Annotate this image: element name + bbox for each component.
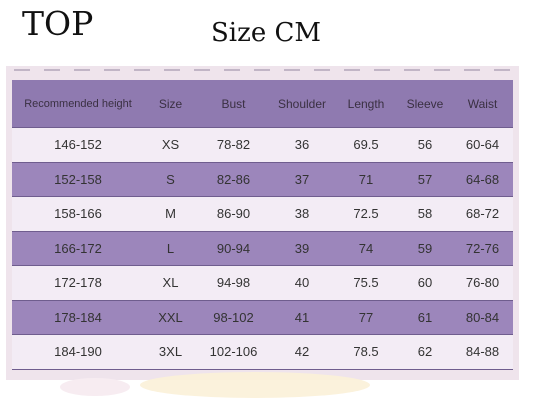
cell-size: XS: [144, 127, 197, 163]
cell-waist: 64-68: [452, 162, 513, 197]
unit-subtitle: Size CM: [211, 18, 321, 48]
cell-shoulder: 40: [270, 265, 334, 301]
table-row: 178-184 XXL 98-102 41 77 61 80-84: [12, 300, 513, 335]
column-header-shoulder: Shoulder: [270, 80, 334, 128]
cell-height: 166-172: [12, 231, 144, 266]
cell-waist: 80-84: [452, 300, 513, 335]
cell-height: 146-152: [12, 127, 144, 163]
cell-waist: 72-76: [452, 231, 513, 266]
cell-height: 184-190: [12, 334, 144, 370]
cell-size: M: [144, 196, 197, 232]
column-header-size: Size: [144, 80, 197, 128]
cell-length: 77: [334, 300, 398, 335]
cell-bust: 98-102: [197, 300, 270, 335]
table-row: 158-166 M 86-90 38 72.5 58 68-72: [12, 196, 513, 232]
cell-waist: 68-72: [452, 196, 513, 232]
cell-sleeve: 59: [398, 231, 452, 266]
table-row: 166-172 L 90-94 39 74 59 72-76: [12, 231, 513, 266]
cell-bust: 90-94: [197, 231, 270, 266]
cell-size: XL: [144, 265, 197, 301]
cell-length: 71: [334, 162, 398, 197]
cell-size: S: [144, 162, 197, 197]
cell-sleeve: 58: [398, 196, 452, 232]
cell-sleeve: 60: [398, 265, 452, 301]
decorative-glow: [60, 378, 130, 396]
cell-bust: 86-90: [197, 196, 270, 232]
cell-length: 69.5: [334, 127, 398, 163]
table-header-row: Recommended height Size Bust Shoulder Le…: [12, 80, 513, 128]
cell-length: 75.5: [334, 265, 398, 301]
cell-size: 3XL: [144, 334, 197, 370]
column-header-recommended-height: Recommended height: [12, 80, 144, 128]
cell-shoulder: 38: [270, 196, 334, 232]
cell-height: 178-184: [12, 300, 144, 335]
cell-height: 152-158: [12, 162, 144, 197]
cell-bust: 82-86: [197, 162, 270, 197]
column-header-length: Length: [334, 80, 398, 128]
cell-length: 74: [334, 231, 398, 266]
cropped-text-strip: [6, 66, 519, 74]
cell-waist: 76-80: [452, 265, 513, 301]
cell-height: 172-178: [12, 265, 144, 301]
table-row: 172-178 XL 94-98 40 75.5 60 76-80: [12, 265, 513, 301]
cell-size: XXL: [144, 300, 197, 335]
column-header-bust: Bust: [197, 80, 270, 128]
cell-height: 158-166: [12, 196, 144, 232]
column-header-sleeve: Sleeve: [398, 80, 452, 128]
cell-bust: 102-106: [197, 334, 270, 370]
cell-shoulder: 37: [270, 162, 334, 197]
table-row: 146-152 XS 78-82 36 69.5 56 60-64: [12, 127, 513, 163]
table-row: 184-190 3XL 102-106 42 78.5 62 84-88: [12, 334, 513, 370]
cell-sleeve: 56: [398, 127, 452, 163]
cell-sleeve: 57: [398, 162, 452, 197]
cell-bust: 78-82: [197, 127, 270, 163]
cell-length: 78.5: [334, 334, 398, 370]
cell-sleeve: 61: [398, 300, 452, 335]
cell-sleeve: 62: [398, 334, 452, 370]
cell-size: L: [144, 231, 197, 266]
cell-shoulder: 36: [270, 127, 334, 163]
size-table: Recommended height Size Bust Shoulder Le…: [12, 80, 513, 370]
cell-waist: 60-64: [452, 127, 513, 163]
table-row: 152-158 S 82-86 37 71 57 64-68: [12, 162, 513, 197]
column-header-waist: Waist: [452, 80, 513, 128]
cell-shoulder: 41: [270, 300, 334, 335]
decorative-glow: [140, 372, 370, 398]
table-body: 146-152 XS 78-82 36 69.5 56 60-64 152-158 S 82-86…: [12, 127, 513, 370]
cell-shoulder: 42: [270, 334, 334, 370]
cell-bust: 94-98: [197, 265, 270, 301]
page-title: TOP: [22, 4, 94, 43]
cell-length: 72.5: [334, 196, 398, 232]
cell-waist: 84-88: [452, 334, 513, 370]
cell-shoulder: 39: [270, 231, 334, 266]
